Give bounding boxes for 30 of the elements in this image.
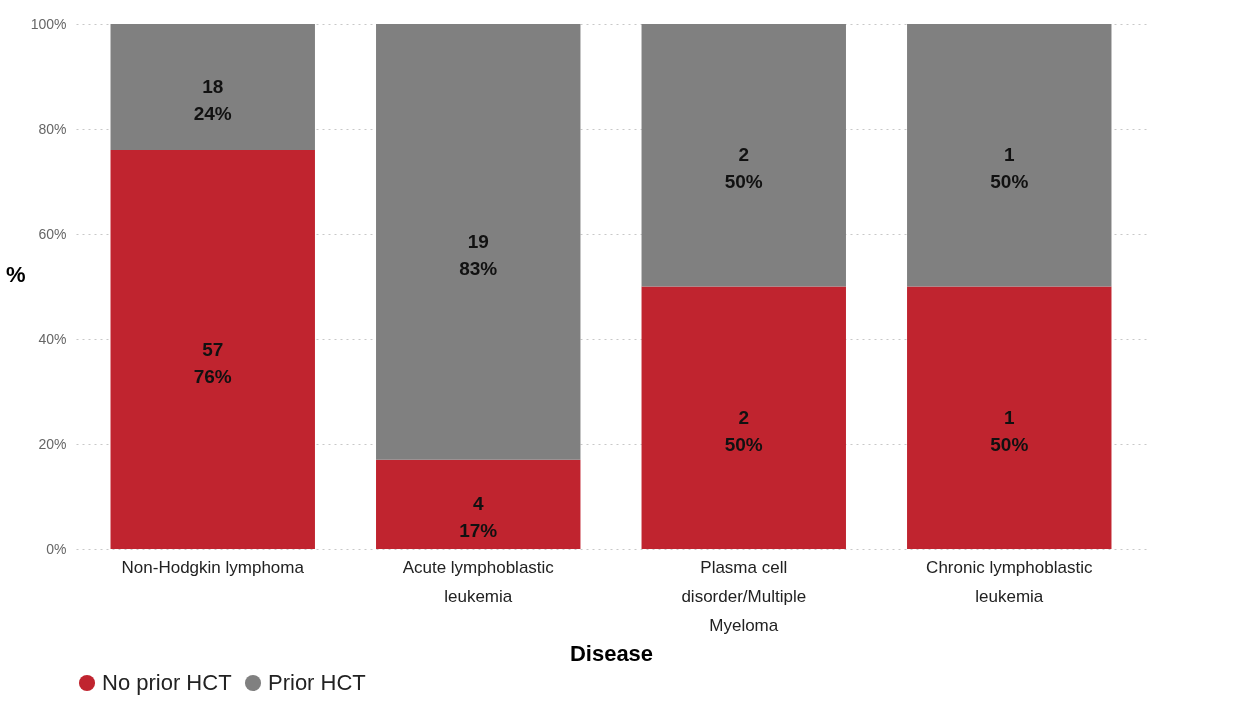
bar (110, 150, 315, 549)
data-label: 2 50% (724, 144, 763, 193)
y-axis-title: % (5, 262, 26, 287)
legend-label: Prior HCT (268, 670, 366, 695)
y-tick-label: 20% (38, 435, 67, 452)
bar (641, 286, 846, 549)
y-tick-label: 100% (30, 15, 67, 32)
data-label: 18 24% (193, 76, 232, 124)
bar (376, 24, 581, 460)
legend-label: No prior HCT (102, 670, 232, 695)
y-tick-label: 80% (38, 120, 67, 137)
x-tick-label: Acute lymphoblastic leukemia (402, 557, 555, 606)
data-label: 2 50% (724, 406, 763, 455)
y-tick-label: 0% (46, 540, 67, 557)
x-tick-label: Chronic lymphoblastic leukemia (926, 557, 1093, 606)
y-tick-label: 40% (38, 330, 67, 347)
data-label: 1 50% (990, 406, 1029, 455)
y-tick-label: 60% (38, 225, 67, 242)
bar (907, 24, 1112, 287)
x-tick-label: Non-Hodgkin lymphoma (121, 557, 305, 577)
bar (641, 24, 846, 287)
data-label: 19 83% (459, 230, 498, 279)
bar (376, 459, 581, 549)
bar (110, 24, 315, 150)
data-label: 4 17% (459, 493, 498, 542)
x-tick-label: Plasma cell disorder/Multiple Myeloma (681, 557, 807, 635)
data-label: 57 76% (193, 338, 232, 387)
x-axis-title: Disease (569, 640, 654, 666)
bar (907, 286, 1112, 549)
data-label: 1 50% (990, 144, 1029, 193)
